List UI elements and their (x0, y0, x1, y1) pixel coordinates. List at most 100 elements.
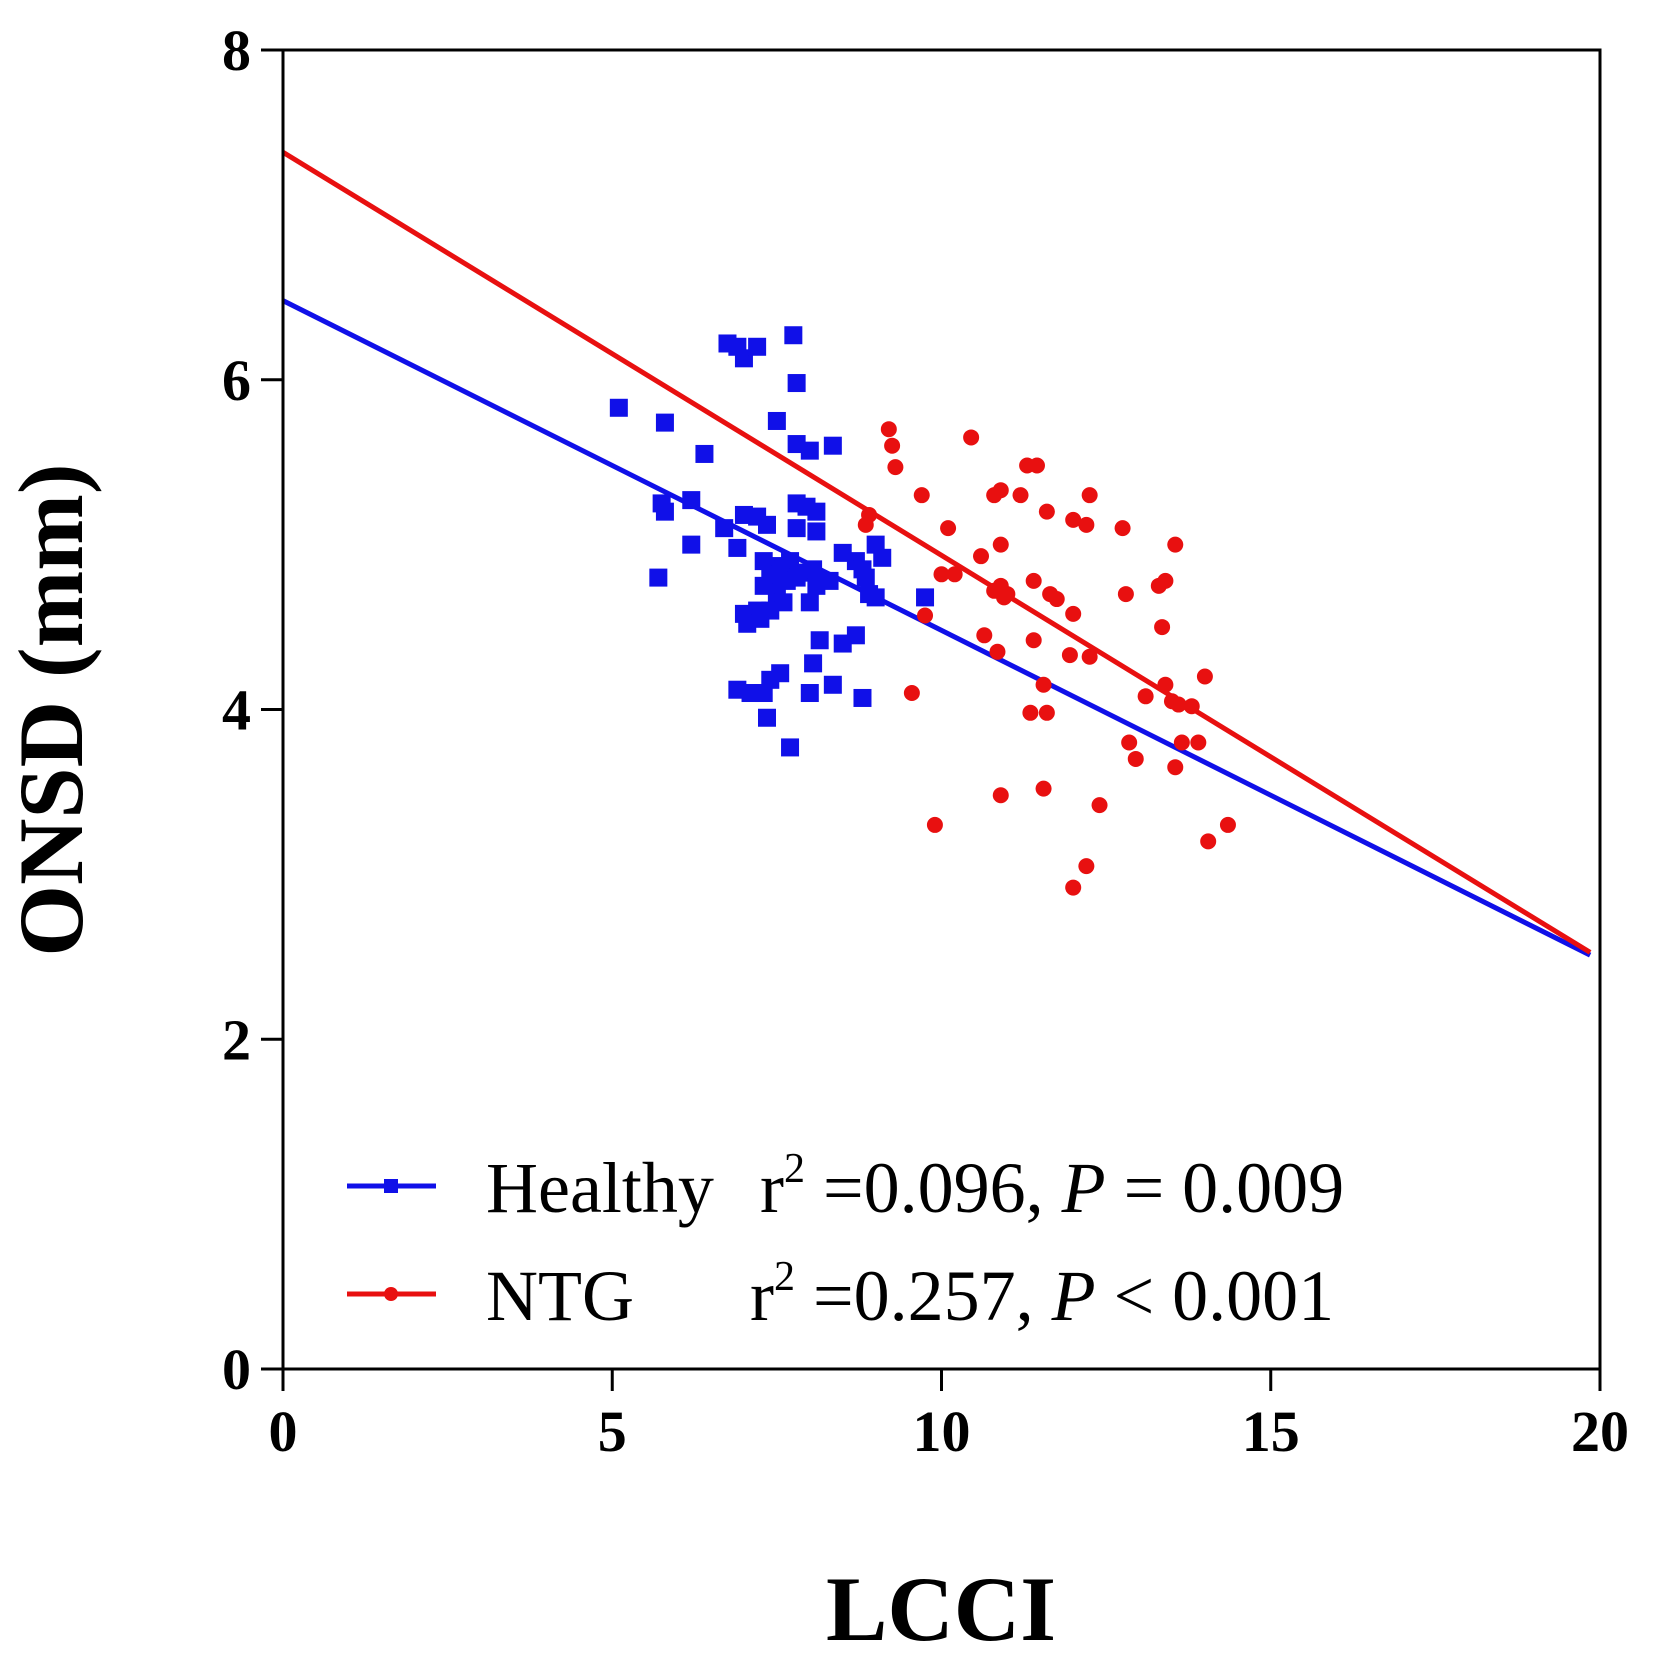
ntg-point (1025, 632, 1042, 649)
y-tick-label: 6 (222, 348, 251, 413)
ntg-point (1167, 759, 1184, 776)
ntg-point (1065, 879, 1082, 896)
data-points (609, 326, 1236, 896)
ntg-point (996, 589, 1013, 606)
ntg-point (1219, 816, 1236, 833)
healthy-point (807, 502, 826, 521)
ntg-point (1012, 487, 1029, 504)
ntg-regression-line (281, 150, 1592, 955)
healthy-point (807, 522, 826, 541)
ntg-point (963, 429, 980, 446)
healthy-point (649, 568, 668, 587)
healthy-point (804, 654, 823, 673)
legend-healthy-marker (384, 1179, 398, 1193)
healthy-point (682, 491, 701, 510)
healthy-point (757, 708, 776, 727)
healthy-point (787, 374, 806, 393)
ntg-point (1157, 676, 1174, 693)
ntg-point (940, 520, 957, 537)
y-tick-label: 2 (222, 1007, 251, 1072)
ntg-point (1157, 572, 1174, 589)
healthy-point (728, 538, 747, 557)
ntg-point (1022, 704, 1039, 721)
ntg-point (903, 685, 920, 702)
legend: Healthy r2 =0.096, P = 0.009 NTG r2 =0.2… (347, 1146, 1344, 1336)
ntg-point (946, 566, 963, 583)
ntg-point (884, 437, 901, 454)
ntg-point (1038, 503, 1055, 520)
ntg-point (1065, 511, 1082, 528)
healthy-point (781, 738, 800, 757)
ntg-point (1028, 457, 1045, 474)
healthy-point (810, 631, 829, 650)
ntg-point (1200, 833, 1217, 850)
svg-text:Healthy: Healthy (486, 1148, 714, 1228)
legend-ntg-r2-prefix: r (750, 1256, 774, 1336)
ntg-point (1190, 734, 1207, 751)
healthy-point (682, 535, 701, 554)
healthy-point (767, 411, 786, 430)
ntg-point (989, 643, 1006, 660)
legend-ntg-p-label: P (1051, 1256, 1096, 1336)
legend-healthy-label: Healthy (486, 1148, 714, 1228)
healthy-point (748, 337, 767, 356)
ntg-point (1078, 516, 1095, 533)
legend-healthy-p-value: = 0.009 (1106, 1148, 1345, 1228)
legend-healthy-r2-sup: 2 (784, 1146, 805, 1192)
y-axis-title: ONSD (mm) (0, 463, 102, 956)
ntg-point (973, 548, 990, 565)
ntg-point (1035, 676, 1052, 693)
legend-item-ntg: NTG r2 =0.257, P < 0.001 (347, 1254, 1334, 1336)
x-tick-label: 5 (598, 1399, 627, 1464)
legend-item-healthy: Healthy r2 =0.096, P = 0.009 (347, 1146, 1344, 1228)
y-tick-label: 4 (222, 678, 251, 743)
x-tick-label: 10 (913, 1399, 971, 1464)
ntg-point (992, 787, 1009, 804)
ntg-point (1035, 780, 1052, 797)
healthy-point (823, 436, 842, 455)
ntg-point (976, 627, 993, 644)
healthy-point (823, 675, 842, 694)
ntg-point (1065, 605, 1082, 622)
legend-ntg-marker (384, 1287, 398, 1301)
ntg-point (926, 816, 943, 833)
healthy-point (866, 588, 885, 607)
healthy-point (787, 519, 806, 538)
ntg-point (1137, 688, 1154, 705)
healthy-point (609, 398, 628, 417)
x-axis-ticks: 0 5 10 15 20 (269, 1369, 1629, 1464)
legend-ntg-label: NTG (486, 1256, 634, 1336)
healthy-point (695, 444, 714, 463)
ntg-point (917, 607, 934, 624)
x-tick-label: 0 (269, 1399, 298, 1464)
svg-text:NTG: NTG (486, 1256, 634, 1336)
ntg-point (1167, 536, 1184, 553)
healthy-point (800, 593, 819, 612)
ntg-point (1183, 698, 1200, 715)
ntg-point (1127, 750, 1144, 767)
healthy-point (757, 515, 776, 534)
y-tick-label: 0 (222, 1337, 251, 1402)
ntg-point (1173, 734, 1190, 751)
ntg-point (992, 482, 1009, 499)
healthy-point (804, 560, 823, 579)
healthy-point (846, 626, 865, 645)
ntg-point (1081, 648, 1098, 665)
healthy-point (784, 326, 803, 345)
healthy-point (800, 684, 819, 703)
legend-healthy-r2-prefix: r (760, 1148, 784, 1228)
healthy-regression-line (281, 298, 1592, 958)
x-tick-label: 15 (1242, 1399, 1300, 1464)
legend-healthy-r2-value: =0.096, (805, 1148, 1062, 1228)
ntg-point (1038, 704, 1055, 721)
ntg-point (1196, 668, 1213, 685)
y-tick-label: 8 (222, 18, 251, 83)
healthy-point (754, 684, 773, 703)
y-axis-ticks: 0 2 4 6 8 (222, 18, 283, 1402)
healthy-point (655, 413, 674, 432)
ntg-point (1114, 520, 1131, 537)
healthy-point (873, 548, 892, 567)
healthy-point (715, 519, 734, 538)
ntg-point (1170, 696, 1187, 713)
